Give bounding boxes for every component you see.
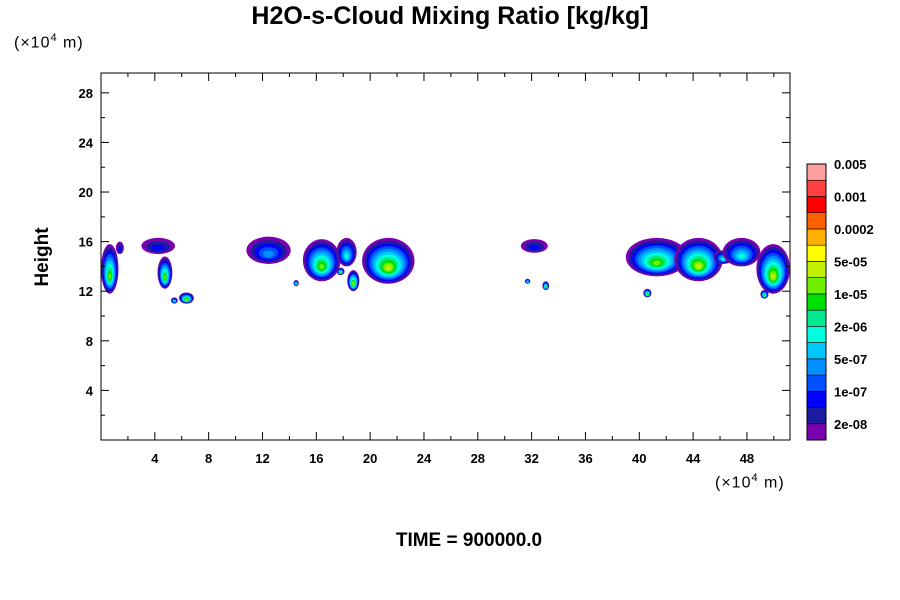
colorbar-label: 0.005	[834, 157, 867, 172]
y-tick-label: 16	[79, 235, 93, 250]
colorbar-label: 0.0002	[834, 222, 874, 237]
x-tick-label: 44	[686, 451, 701, 466]
cloud-contour	[385, 265, 392, 271]
colorbar-swatch	[806, 212, 827, 230]
x-tick-label: 32	[524, 451, 538, 466]
x-tick-label: 24	[417, 451, 432, 466]
cloud-contour	[738, 253, 745, 259]
x-tick-label: 36	[578, 451, 592, 466]
colorbar-swatch	[806, 179, 827, 197]
cloud-contour	[295, 283, 297, 285]
x-tick-label: 8	[205, 451, 212, 466]
x-tick-label: 40	[632, 451, 646, 466]
y-axis-unit: (×104 m)	[14, 32, 84, 52]
colorbar-swatch	[806, 277, 827, 295]
colorbar-swatch	[806, 407, 827, 425]
cloud-contour	[339, 271, 342, 274]
cloud-contour	[763, 295, 766, 297]
cloud-contour	[185, 299, 188, 301]
cloud-contour	[771, 273, 776, 280]
cloud-field	[101, 236, 790, 304]
colorbar-swatch	[806, 390, 827, 408]
cloud-contour	[151, 244, 165, 251]
cloud-contour	[108, 273, 111, 280]
colorbar-swatch	[806, 244, 827, 262]
plot-frame	[100, 72, 791, 441]
colorbar-label: 0.001	[834, 189, 867, 204]
cloud-contour	[526, 281, 529, 283]
y-tick-label: 4	[86, 383, 94, 398]
colorbar-swatch	[806, 423, 827, 441]
x-axis-unit: (×104 m)	[715, 472, 785, 492]
y-tick-label: 24	[79, 135, 94, 150]
colorbar-label: 2e-06	[834, 319, 867, 334]
cloud-contour	[352, 282, 355, 286]
colorbar-swatch	[806, 326, 827, 343]
x-tick-label: 20	[363, 451, 377, 466]
colorbar-swatch	[806, 228, 827, 246]
y-tick-label: 28	[79, 86, 93, 101]
x-tick-label: 12	[255, 451, 269, 466]
cloud-contour	[173, 300, 175, 303]
colorbar-swatch	[806, 163, 827, 181]
cloud-contour	[263, 250, 274, 258]
cloud-contour	[545, 286, 547, 288]
colorbar-swatch	[806, 261, 827, 278]
y-tick-label: 8	[86, 334, 93, 349]
colorbar-label: 5e-07	[834, 352, 867, 367]
colorbar-swatch	[806, 196, 827, 214]
colorbar-swatch	[806, 309, 827, 327]
cloud-contour	[652, 260, 661, 266]
colorbar-label: 1e-05	[834, 287, 867, 302]
cloud-contour	[118, 246, 122, 252]
x-tick-label: 16	[309, 451, 323, 466]
cloud-contour	[646, 293, 648, 296]
x-tick-label: 4	[151, 451, 159, 466]
colorbar-swatch	[806, 374, 827, 392]
colorbar-swatch	[806, 342, 827, 360]
cloud-contour	[319, 264, 325, 270]
colorbar-label: 5e-05	[834, 254, 867, 269]
time-label: TIME = 900000.0	[395, 530, 543, 551]
cloud-contour	[529, 244, 540, 251]
colorbar-frame	[806, 163, 827, 441]
cloud-contour	[695, 263, 702, 269]
x-tick-label: 28	[471, 451, 485, 466]
colorbar-swatch	[806, 358, 827, 376]
cloud-contour	[163, 275, 166, 280]
y-tick-label: 12	[79, 284, 93, 299]
colorbar-label: 1e-07	[834, 384, 867, 399]
cloud-contour	[344, 253, 349, 259]
chart-title: H2O-s-Cloud Mixing Ratio [kg/kg]	[251, 2, 649, 30]
y-tick-label: 20	[79, 185, 93, 200]
cloud-contour	[721, 257, 726, 261]
colorbar-swatch	[806, 293, 827, 311]
x-tick-label: 48	[740, 451, 754, 466]
colorbar-label: 2e-08	[834, 417, 867, 432]
